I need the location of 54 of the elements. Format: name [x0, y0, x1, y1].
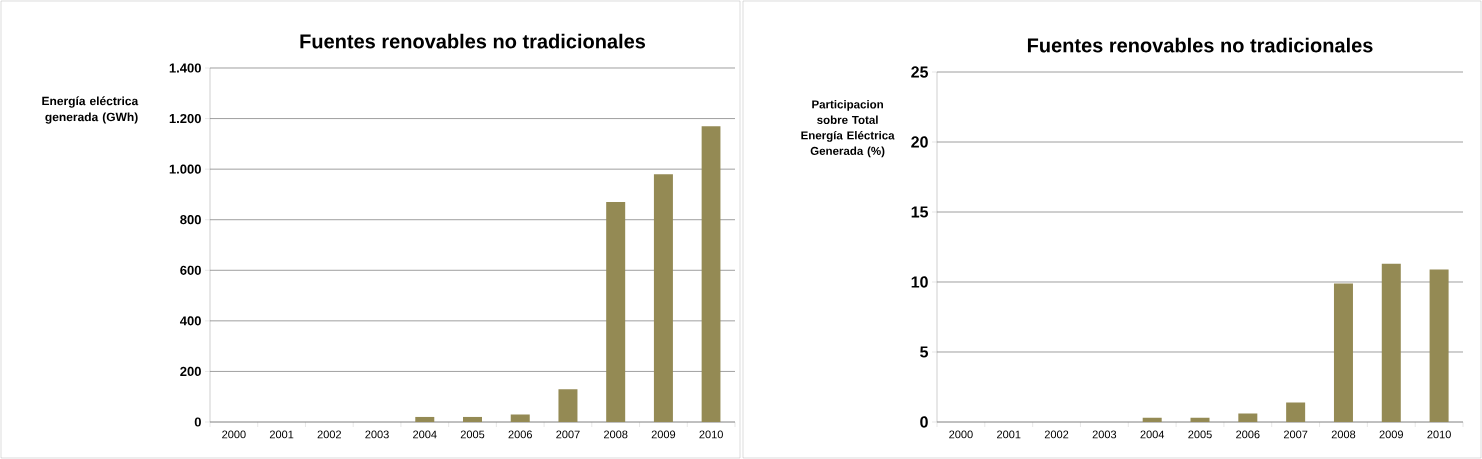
x-tick-label: 2001 — [997, 430, 1021, 439]
bar — [1142, 417, 1162, 422]
x-tick-label: 2009 — [1379, 430, 1403, 439]
bar — [1238, 413, 1258, 422]
x-tick-label: 2006 — [508, 430, 532, 439]
x-tick-label: 2006 — [1236, 430, 1260, 439]
y-tick-label: 0 — [920, 416, 928, 428]
y-tick-label: 200 — [180, 366, 201, 377]
y-tick-label: 15 — [911, 206, 929, 218]
x-tick-label: 2008 — [604, 430, 628, 439]
x-tick-label: 2001 — [269, 430, 294, 439]
bar — [1333, 283, 1353, 422]
x-tick-label: 2000 — [949, 430, 973, 439]
bar — [510, 414, 530, 422]
y-tick-label: 800 — [180, 215, 201, 225]
x-tick-label: 2010 — [699, 430, 723, 439]
y-tick-label: 1.200 — [169, 113, 201, 124]
y-axis-title: Participacion sobre Total Energía Eléctrica Generada (%) — [801, 100, 895, 158]
bar — [653, 174, 673, 422]
x-tick-label: 2003 — [1092, 430, 1117, 439]
x-tick-label: 2002 — [317, 430, 342, 439]
y-tick-label: 1.000 — [169, 164, 201, 174]
y-axis-title: Energía eléctrica generada (GWh) — [42, 96, 139, 124]
bar — [606, 202, 626, 422]
x-tick-label: 2004 — [413, 430, 437, 439]
x-tick-label: 2005 — [460, 430, 485, 439]
x-tick-label: 2005 — [1188, 430, 1212, 439]
x-tick-label: 2000 — [222, 430, 246, 439]
y-tick-label: 400 — [179, 316, 201, 326]
bar — [701, 126, 721, 422]
bar — [1286, 402, 1306, 422]
y-tick-label: 25 — [911, 66, 929, 78]
chart-title: Fuentes renovables no tradicionales — [300, 33, 646, 49]
bar — [1381, 263, 1401, 422]
bar — [463, 416, 483, 422]
x-tick-label: 2008 — [1331, 430, 1356, 439]
bar — [1190, 417, 1210, 422]
x-tick-label: 2004 — [1140, 430, 1165, 439]
bar — [415, 416, 435, 422]
y-tick-label: 1.400 — [169, 63, 201, 73]
x-tick-label: 2010 — [1427, 430, 1451, 439]
x-tick-label: 2003 — [365, 430, 389, 439]
y-tick-label: 5 — [920, 346, 929, 358]
x-tick-label: 2007 — [1283, 430, 1308, 439]
y-tick-label: 0 — [194, 417, 201, 427]
y-tick-label: 600 — [180, 265, 201, 275]
bar — [1429, 269, 1449, 422]
x-tick-label: 2009 — [651, 430, 676, 439]
bar — [558, 389, 578, 422]
y-tick-label: 10 — [911, 276, 928, 288]
x-tick-label: 2007 — [556, 430, 580, 439]
y-tick-label: 20 — [911, 136, 928, 148]
x-tick-label: 2002 — [1044, 430, 1069, 439]
chart-title: Fuentes renovables no tradicionales — [1027, 37, 1373, 53]
